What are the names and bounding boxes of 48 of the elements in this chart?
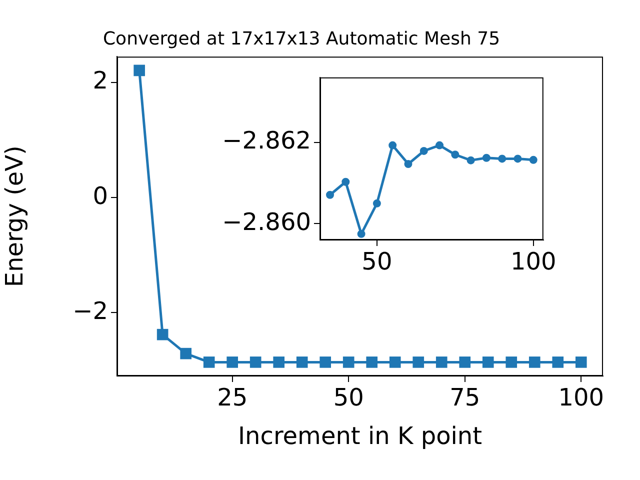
point bbox=[420, 146, 428, 155]
x-tick-label: 100 bbox=[558, 384, 604, 412]
point bbox=[575, 356, 587, 368]
point bbox=[296, 356, 308, 368]
point bbox=[436, 356, 448, 368]
point bbox=[389, 356, 401, 368]
point bbox=[514, 154, 522, 163]
point bbox=[357, 230, 366, 238]
y-tick-label: −2.860 bbox=[222, 208, 311, 236]
y-axis-title: Energy (eV) bbox=[0, 146, 29, 288]
point bbox=[180, 348, 192, 360]
point bbox=[436, 141, 444, 150]
point bbox=[552, 356, 564, 368]
point bbox=[404, 160, 412, 168]
point bbox=[466, 156, 475, 164]
point bbox=[498, 154, 506, 163]
point bbox=[156, 328, 168, 340]
x-tick-label: 25 bbox=[217, 384, 248, 412]
point bbox=[372, 199, 381, 208]
x-tick-label: 50 bbox=[362, 248, 392, 276]
point bbox=[342, 178, 350, 186]
point bbox=[482, 356, 494, 368]
x-tick-label: 100 bbox=[510, 248, 556, 276]
x-axis-title: Increment in K point bbox=[238, 422, 482, 450]
point bbox=[528, 356, 540, 368]
point bbox=[250, 356, 262, 368]
point bbox=[226, 356, 238, 368]
point bbox=[320, 356, 332, 368]
point bbox=[388, 141, 397, 150]
point bbox=[482, 154, 490, 162]
x-tick-label: 75 bbox=[450, 384, 480, 412]
point bbox=[366, 356, 378, 368]
point bbox=[273, 356, 284, 368]
point bbox=[134, 64, 145, 76]
point bbox=[412, 356, 424, 368]
y-tick-label: −2 bbox=[72, 296, 108, 325]
point bbox=[451, 150, 460, 159]
point bbox=[342, 356, 354, 368]
point bbox=[529, 156, 538, 164]
point bbox=[459, 356, 471, 368]
point bbox=[506, 356, 518, 368]
x-tick-label: 50 bbox=[333, 384, 364, 412]
point bbox=[326, 190, 334, 199]
point bbox=[203, 356, 215, 368]
y-tick-label: −2.862 bbox=[222, 126, 311, 155]
y-tick-label: 0 bbox=[92, 182, 108, 210]
y-tick-label: 2 bbox=[92, 66, 108, 95]
chart-title: Converged at 17x17x13 Automatic Mesh 75 bbox=[102, 28, 500, 50]
